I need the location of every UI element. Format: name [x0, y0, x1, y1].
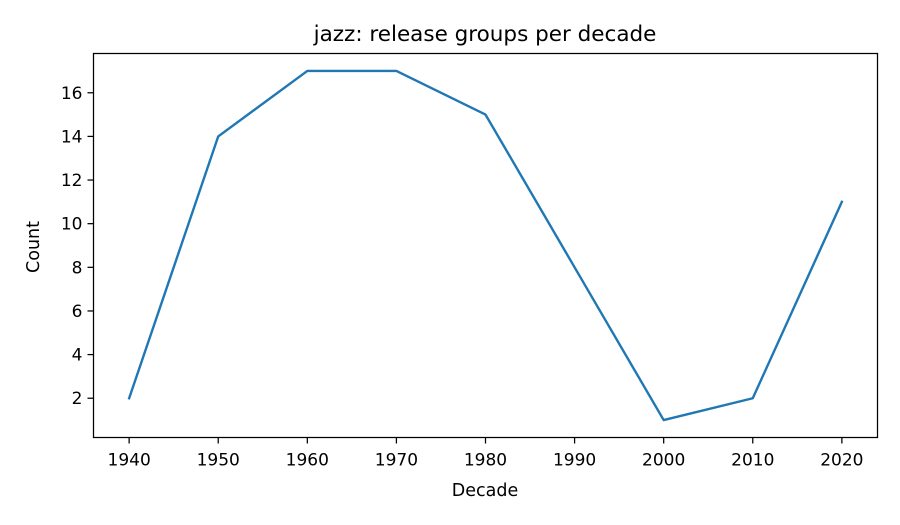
y-tick-label: 8: [72, 258, 83, 278]
x-tick-label: 2020: [820, 451, 863, 471]
y-tick-label: 10: [61, 215, 83, 235]
y-tick-label: 2: [72, 389, 83, 409]
y-axis-label: Count: [24, 221, 44, 273]
plot-area: 1940 1950 1960 1970 1980 1990 2000 2010 2020 2 4 6…: [61, 52, 879, 471]
x-axis-label: Decade: [452, 481, 518, 501]
x-tick-label: 1940: [108, 451, 151, 471]
y-tick-label: 12: [61, 171, 83, 191]
x-axis: 1940 1950 1960 1970 1980 1990 2000 2010 2020: [108, 437, 863, 471]
y-tick-label: 4: [72, 346, 83, 366]
x-tick-label: 1950: [197, 451, 240, 471]
x-tick-label: 1990: [553, 451, 596, 471]
x-tick-label: 2000: [642, 451, 685, 471]
y-axis: 2 4 6 8 10 12 14 16: [61, 84, 94, 409]
plot-frame: [92, 52, 879, 439]
series-line: [127, 69, 844, 422]
y-tick-label: 14: [61, 127, 83, 147]
x-tick-label: 1980: [464, 451, 507, 471]
x-tick-label: 1960: [286, 451, 329, 471]
x-tick-label: 1970: [375, 451, 418, 471]
y-tick-label: 16: [61, 84, 83, 104]
x-tick-label: 2010: [731, 451, 774, 471]
series-layer: [127, 69, 844, 422]
chart-title: jazz: release groups per decade: [313, 22, 657, 47]
y-tick-label: 6: [72, 302, 83, 322]
